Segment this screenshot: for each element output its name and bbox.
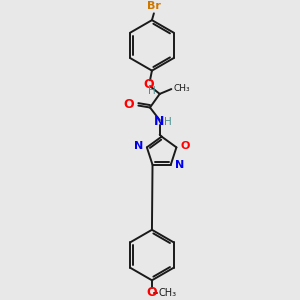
Text: N: N	[154, 115, 164, 128]
Text: H: H	[148, 86, 156, 96]
Text: O: O	[180, 141, 190, 152]
Text: O: O	[124, 98, 134, 111]
Text: Br: Br	[147, 2, 161, 11]
Text: CH₃: CH₃	[159, 288, 177, 298]
Text: CH₃: CH₃	[173, 84, 190, 93]
Text: N: N	[175, 160, 184, 170]
Text: N: N	[134, 141, 143, 152]
Text: O: O	[147, 286, 157, 299]
Text: H: H	[164, 117, 171, 127]
Text: O: O	[144, 78, 154, 91]
